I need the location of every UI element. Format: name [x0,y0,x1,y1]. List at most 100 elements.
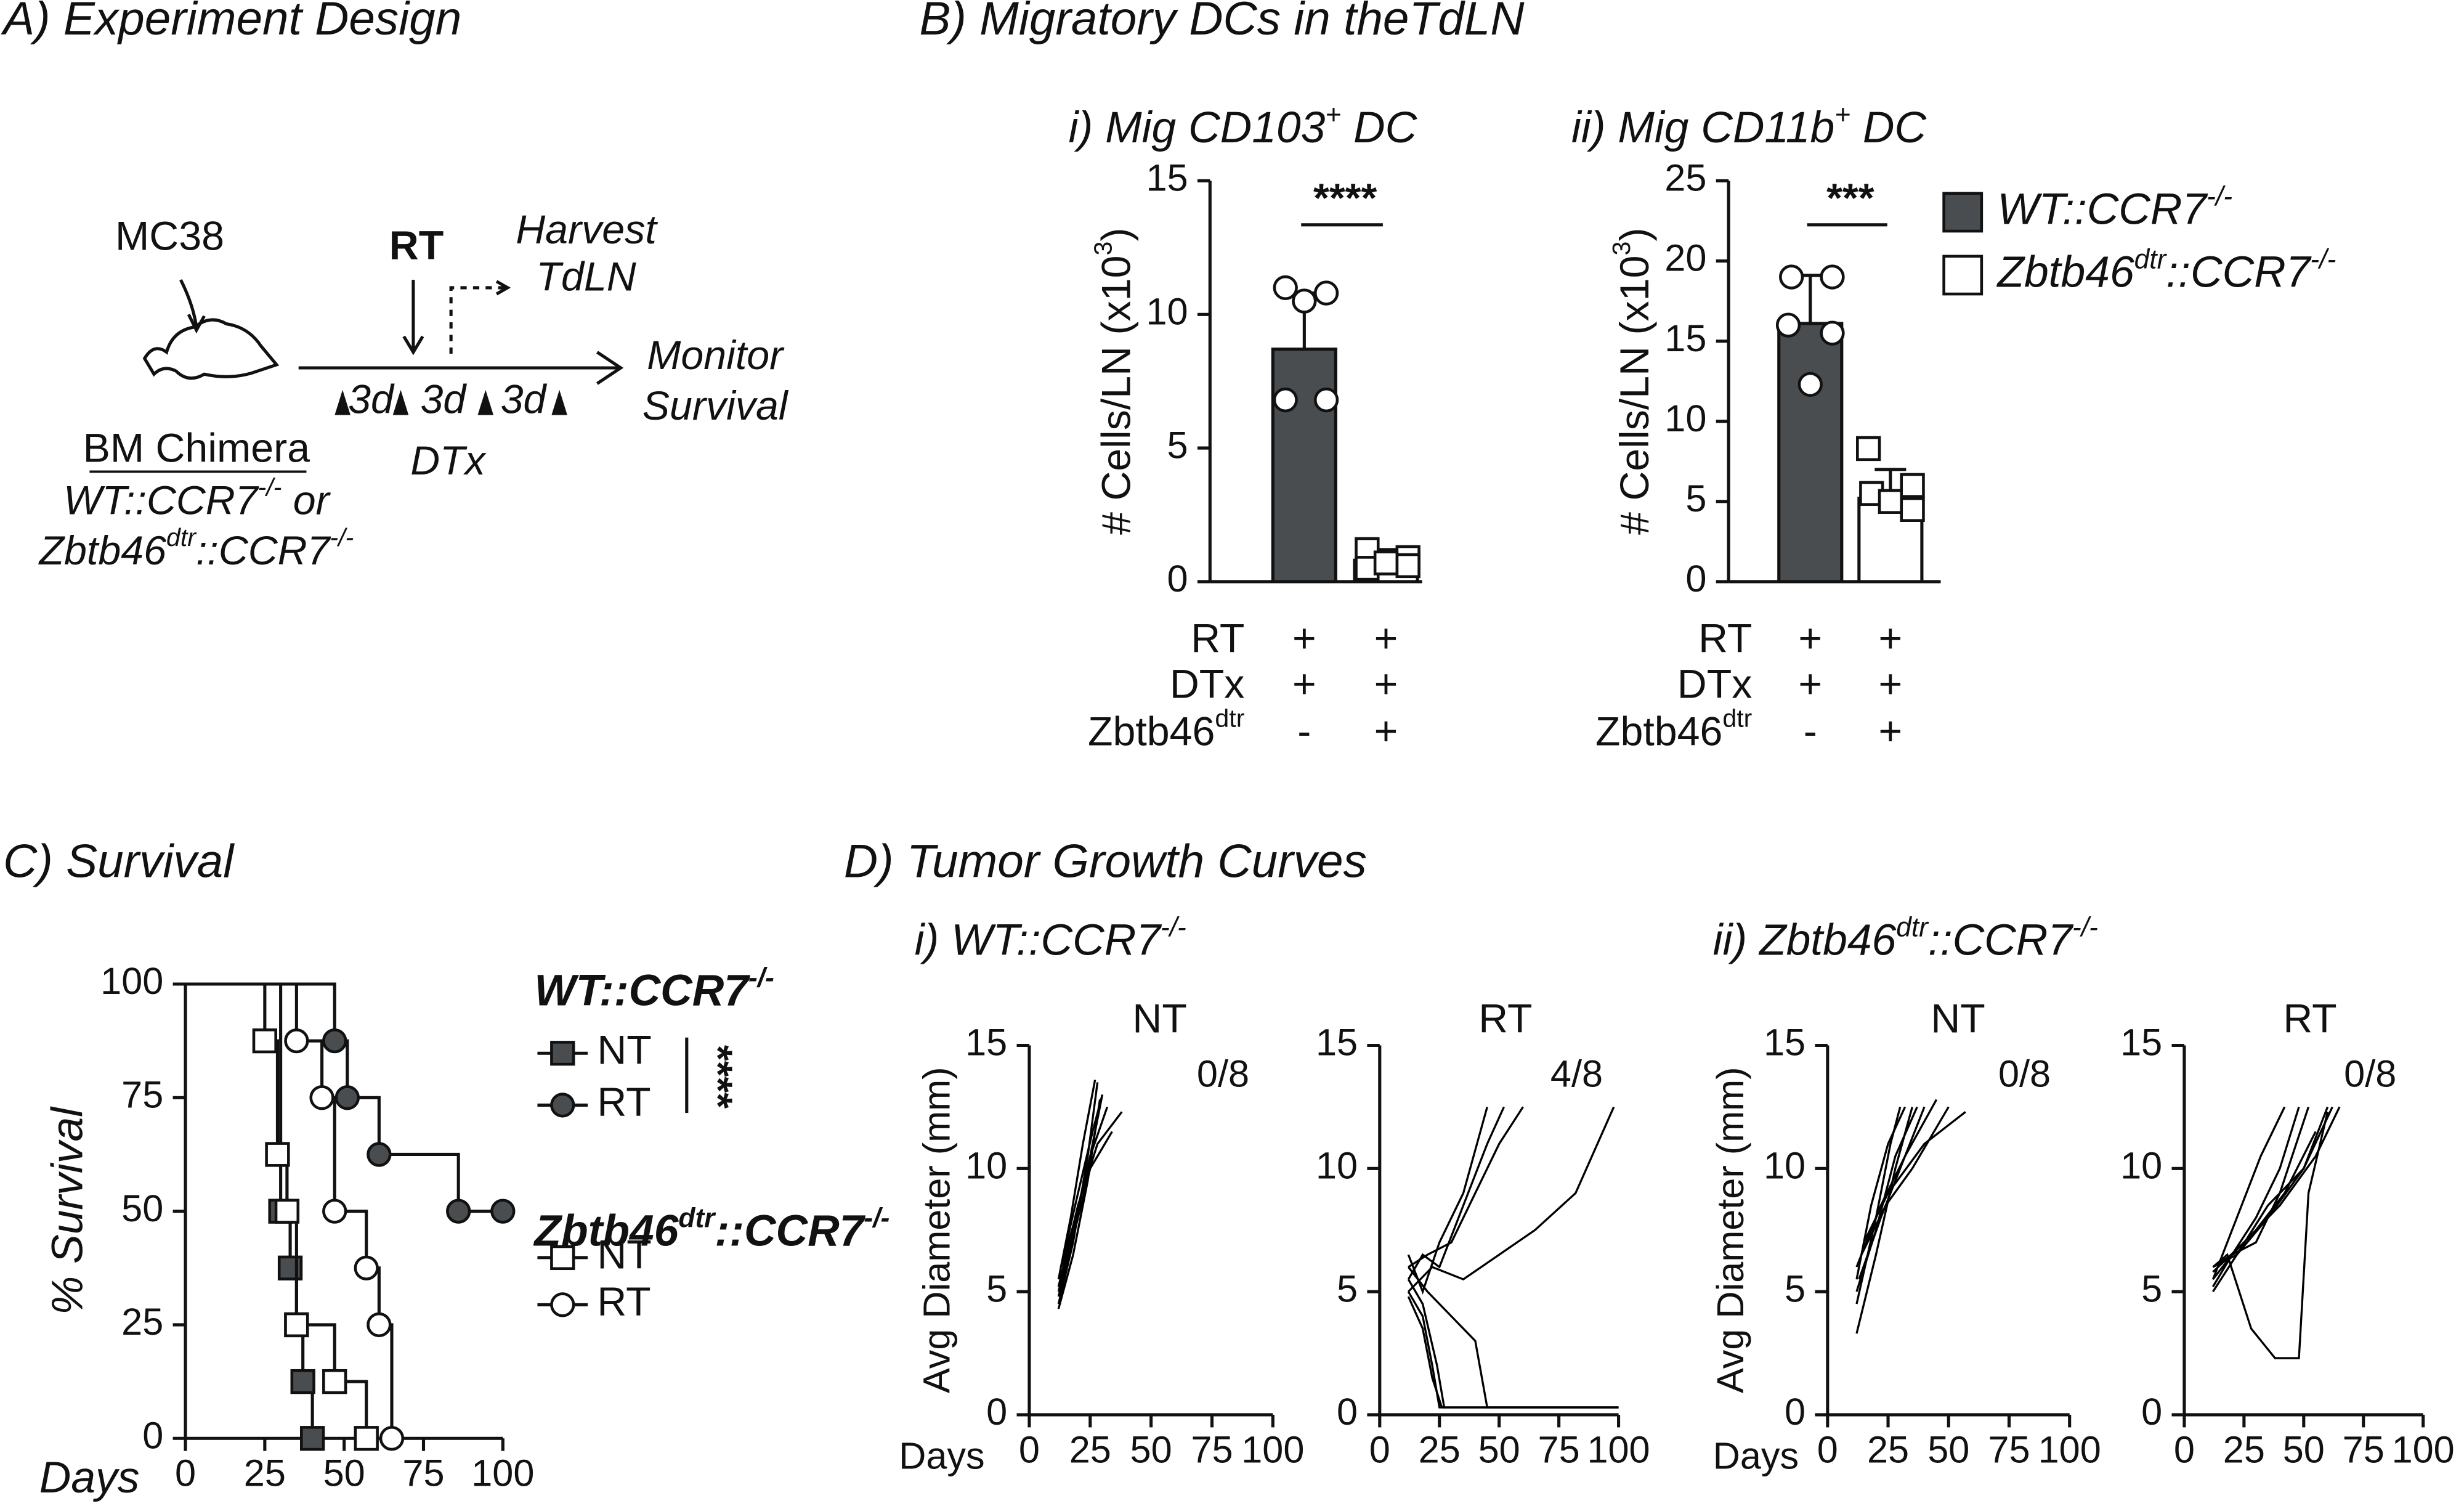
data-point [1273,275,1298,301]
y-axis-label: Avg Diameter (mm) [1709,1067,1751,1393]
y-axis-label-part: # Cells/LN (x10 [1093,256,1139,535]
y-tick-label: 5 [1167,424,1188,466]
group-title: i) WT::CCR7-/- [915,912,1186,964]
legend-label: NT [597,1028,651,1073]
growth-curve [1408,1106,1615,1293]
x-tick-label: 100 [1241,1428,1304,1470]
condition-mark: - [1297,709,1311,754]
growth-curve [1855,1106,1907,1280]
y-tick-label: 15 [1146,157,1188,199]
x-tick-label: 25 [1867,1428,1909,1470]
condition-mark: + [1292,661,1316,707]
group-label-part: ::CCR7 [196,528,331,574]
growth-curve [1408,1106,1524,1268]
legend-group: WT::CCR7-/- [534,963,774,1015]
legend-label-part: ::CCR7 [2166,247,2311,296]
data-point [1820,264,1845,290]
arrow-head [187,314,206,334]
group-label-part: dtr [166,523,197,552]
legend-marker [550,1245,575,1271]
legend-label-part: -/- [2207,181,2232,211]
legend-label-part: -/- [2310,244,2336,274]
y-tick-label: 5 [986,1268,1007,1309]
survival-marker [284,1028,309,1054]
survival-marker [252,1028,277,1054]
x-tick-label: 25 [244,1452,286,1494]
legend-label: Zbtb46dtr::CCR7-/- [1996,244,2336,296]
y-tick-label: 10 [1316,1144,1358,1186]
survival-marker [274,1199,300,1224]
x-tick-label: 25 [1419,1428,1461,1470]
condition-label: RT [1191,616,1244,661]
y-tick-label: 5 [1685,478,1706,519]
dtx-triangle [477,389,494,415]
dtx-triangle [551,389,567,415]
x-tick-label: 25 [1069,1428,1111,1470]
growth-curve [1855,1106,1913,1334]
legend-label-part: dtr [2134,244,2168,274]
survival-marker [446,1199,471,1224]
y-tick-label: 10 [1764,1144,1805,1186]
y-tick-label: 10 [1146,290,1188,332]
group-label-part: WT::CCR7 [63,478,259,523]
x-tick-label: 0 [1019,1428,1040,1470]
survival-marker [265,1142,290,1167]
y-tick-label: 25 [121,1301,163,1343]
y-axis-label-part: ) [1612,228,1658,242]
condition-label-part: dtr [1722,704,1752,732]
x-tick-label: 75 [2343,1428,2385,1470]
growth-curve [1407,1106,1505,1280]
legend-group: Zbtb46dtr::CCR7-/- [533,1203,890,1255]
interval-label: 3d [348,377,395,423]
panel-title: D) Tumor Growth Curves [844,835,1367,887]
condition-mark: + [1879,709,1903,754]
y-tick-label: 5 [1337,1268,1358,1309]
condition-mark: - [1804,709,1817,754]
experiment-diagram [89,279,624,473]
y-tick-label: 0 [2141,1391,2162,1433]
survival-marker [334,1085,360,1110]
harvest-label: TdLN [536,254,636,300]
panel-title: B) Migratory DCs in theTdLN [919,0,1525,45]
group-label-part: -/- [330,523,354,552]
depletion-label: DTx [410,438,487,484]
x-tick-label: 100 [2392,1428,2455,1470]
condition-mark: + [1879,616,1903,661]
y-tick-label: 20 [1664,237,1706,279]
growth-curve [1057,1131,1113,1297]
survival-marker [322,1028,347,1054]
condition-label-part: Zbtb46 [1088,709,1215,754]
chart-title: RT [1478,996,1532,1042]
rt-arrow-head [402,335,424,356]
chart-title: RT [2283,996,2336,1042]
y-axis-label: # Cells/LN (x103) [1607,228,1658,535]
x-tick-label: 50 [1927,1428,1969,1470]
survival-marker [490,1199,516,1224]
annotation: 4/8 [1550,1053,1603,1095]
x-tick-label: 0 [1369,1428,1390,1470]
condition-mark: + [1374,616,1398,661]
y-axis-label-part: ) [1093,228,1139,242]
legend-label: RT [597,1279,650,1325]
y-tick-label: 15 [965,1022,1007,1064]
condition-mark: + [1374,661,1398,707]
legend-label: WT::CCR7-/- [1997,181,2232,234]
condition-mark: + [1374,709,1398,754]
survival-marker [309,1085,334,1110]
legend-label: NT [597,1232,651,1277]
y-tick-label: 15 [1316,1022,1358,1064]
x-axis-label: Days [39,1453,140,1502]
x-tick-label: 75 [1988,1428,2030,1470]
y-tick-label: 10 [2120,1144,2162,1186]
growth-curve [1407,1296,1619,1409]
x-tick-label: 100 [1587,1428,1650,1470]
x-tick-label: 100 [2038,1428,2101,1470]
monitor-label: Monitor [647,333,785,378]
legend-swatch [1942,254,1984,296]
annotation: 0/8 [2344,1053,2396,1095]
legend-marker [550,1292,575,1317]
condition-mark: + [1879,661,1903,707]
x-tick-label: 50 [2283,1428,2325,1470]
group-label-part: or [282,478,331,523]
